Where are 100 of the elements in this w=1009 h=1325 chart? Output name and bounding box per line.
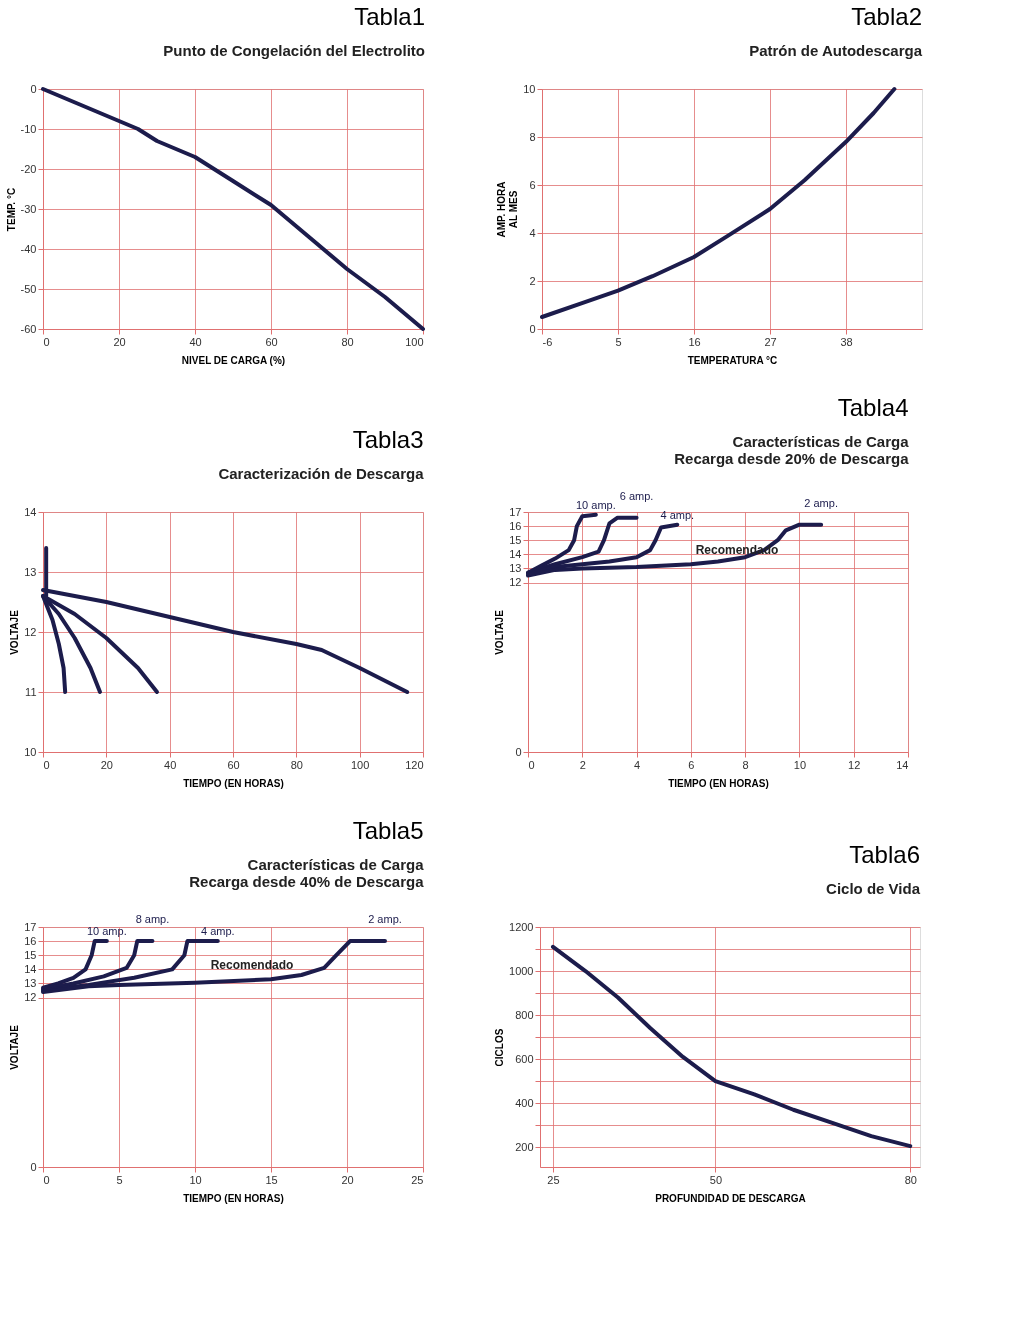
series-label: 4 amp. [660,508,695,521]
x-tick-label: 60 [265,335,278,348]
series-label: 10 amp. [86,925,127,938]
x-tick-label: 60 [227,758,240,771]
x-axis-title: TIEMPO (EN HORAS) [183,777,284,789]
y-axis-title: AMP. HORA AL MES [496,181,520,238]
y-tick-label: 0 [515,745,522,758]
x-tick-label: 38 [840,335,853,348]
y-tick-label: 1200 [509,920,534,933]
x-tick-label: 20 [113,335,126,348]
y-tick-label: 11 [25,685,37,698]
series-label: 10 amp. [575,498,616,511]
x-tick-label: -6 [542,335,553,348]
y-tick-label: 15 [509,533,522,546]
x-tick-label: 14 [896,758,909,771]
y-tick-label: 0 [529,322,536,335]
x-axis-title: TIEMPO (EN HORAS) [183,1192,284,1204]
x-tick-label: 5 [116,1173,123,1186]
text: Recarga desde 20% de Descarga [674,449,909,467]
y-tick-label: 14 [509,547,522,560]
y-tick-label: 600 [515,1052,534,1065]
y-tick-label: 200 [515,1140,534,1153]
series-label: 8 amp. [135,913,170,926]
y-tick-label: 2 [529,274,536,287]
chart-subtitle: Caracterización de Descarga [218,465,425,482]
chart-title: Tabla5 [352,817,424,845]
x-tick-label: 4 [634,758,641,771]
x-axis-title: PROFUNDIDAD DE DESCARGA [655,1192,806,1204]
y-tick-label: 12 [509,576,522,589]
x-tick-label: 10 [793,758,807,771]
chart-subtitle: Patrón de Autodescarga [749,42,923,59]
y-tick-label: 6 [529,178,536,191]
y-tick-label: 1000 [509,964,534,977]
x-tick-label: 5 [615,335,622,348]
x-tick-label: 25 [547,1173,560,1186]
y-tick-label: 400 [515,1096,534,1109]
y-tick-label: 0 [30,1160,37,1173]
x-tick-label: 80 [341,335,354,348]
text: Recarga desde 40% de Descarga [189,873,424,891]
x-tick-label: 10 [189,1173,202,1186]
x-tick-label: 50 [709,1173,723,1186]
x-tick-label: 6 [688,758,695,771]
x-tick-label: 12 [848,758,861,771]
x-tick-label: 40 [164,758,177,771]
y-tick-label: -30 [20,202,37,215]
x-tick-label: 40 [189,335,202,348]
x-tick-label: 120 [405,758,424,771]
series-label: 6 amp. [619,489,654,502]
x-tick-label: 0 [43,1173,50,1186]
y-tick-label: 13 [509,561,522,574]
x-tick-label: 2 [579,758,586,771]
x-tick-label: 27 [764,335,777,348]
x-tick-label: 20 [100,758,113,771]
y-tick-label: 17 [24,920,37,933]
y-tick-label: 17 [509,505,522,518]
x-tick-label: 15 [265,1173,278,1186]
x-tick-label: 25 [411,1173,424,1186]
y-tick-label: 14 [24,505,37,518]
y-tick-label: 12 [24,625,37,638]
chart-title: Tabla1 [354,3,425,30]
series-label: 2 amp. [368,913,402,926]
x-tick-label: 0 [43,758,50,771]
y-axis-title: VOLTAJE [494,609,506,655]
x-tick-label: 100 [405,335,424,348]
x-axis-title: NIVEL DE CARGA (%) [181,354,286,366]
y-tick-label: 10 [24,745,37,758]
y-tick-label: 16 [24,934,37,947]
y-axis-title: TEMP. °C [5,187,17,232]
x-tick-label: 80 [290,758,303,771]
chart-title: Tabla2 [851,3,922,30]
chart-title: Tabla6 [849,841,920,868]
y-tick-label: 13 [24,565,37,578]
y-tick-label: 0 [30,82,37,95]
y-tick-label: 10 [523,82,536,95]
y-tick-label: -10 [20,122,37,135]
x-axis-title: TIEMPO (EN HORAS) [668,777,769,789]
x-tick-label: 8 [742,758,749,771]
x-tick-label: 0 [43,335,50,348]
y-axis-title: VOLTAJE [9,609,21,655]
series-label: 2 amp. [804,496,838,509]
x-tick-label: 20 [341,1173,354,1186]
y-tick-label: -60 [20,322,37,335]
y-tick-label: -50 [20,282,37,295]
y-tick-label: 800 [515,1008,534,1021]
chart-title: Tabla4 [837,393,909,421]
chart-subtitle: Punto de Congelación del Electrolito [163,42,425,59]
annotation: Recomendado [210,958,294,973]
y-tick-label: 15 [24,948,37,961]
x-axis-title: TEMPERATURA °C [687,354,778,366]
x-tick-label: 16 [688,335,701,348]
y-tick-label: 4 [529,226,536,239]
y-tick-label: 12 [24,991,37,1004]
y-tick-label: -20 [20,162,37,175]
y-axis-title: CICLOS [494,1028,506,1067]
y-tick-label: 16 [509,519,522,532]
y-tick-label: 8 [529,130,536,143]
y-tick-label: 14 [24,962,37,975]
x-tick-label: 80 [904,1173,917,1186]
text: Características de Carga [247,856,424,874]
x-tick-label: 100 [350,758,370,771]
